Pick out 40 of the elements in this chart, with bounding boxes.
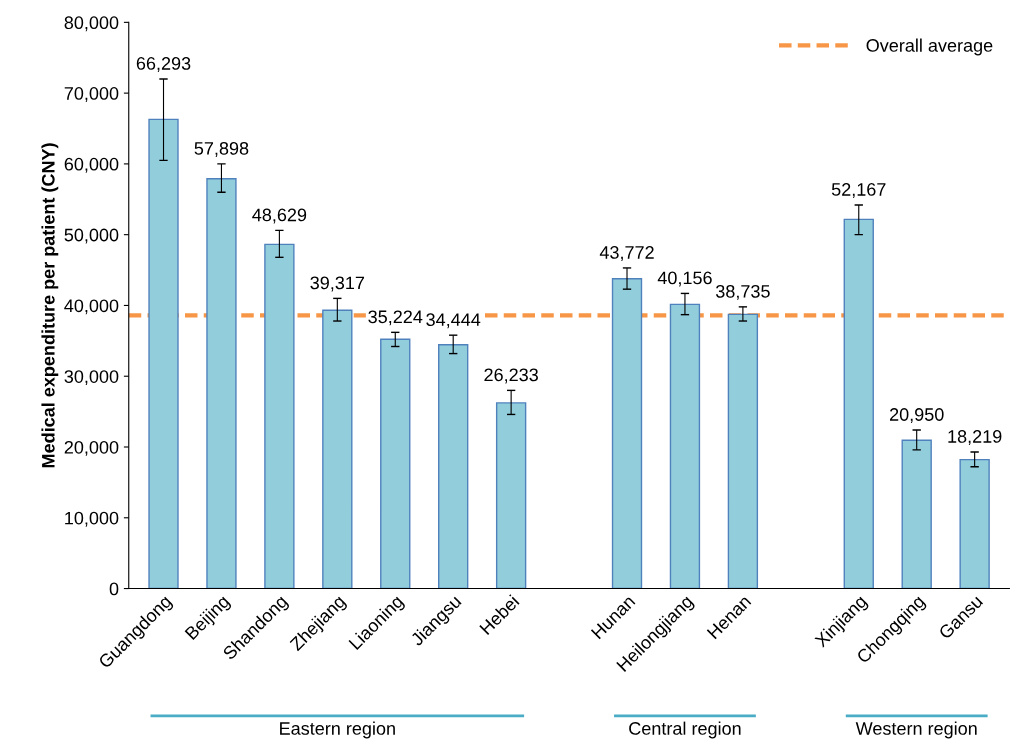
data-label: 26,233	[484, 368, 538, 384]
data-label: 48,629	[252, 208, 307, 224]
text: Western region	[855, 721, 977, 739]
data-label: 18,219	[948, 430, 1002, 445]
bar	[727, 313, 759, 589]
bar	[901, 439, 932, 589]
text: Eastern region	[280, 721, 395, 739]
data-label: 34,444	[426, 313, 481, 329]
data-label: 43,772	[599, 246, 654, 261]
data-label: 39,317	[310, 276, 365, 292]
bar	[206, 178, 237, 589]
y-tick-label: 40,000	[64, 299, 119, 315]
y-axis-title: Medical expenditure per patient (CNY)	[41, 143, 59, 468]
data-label: 40,156	[657, 271, 712, 287]
bar	[322, 309, 353, 589]
bar	[148, 118, 179, 589]
y-tick-label: 20,000	[64, 440, 119, 456]
y-tick-label: 60,000	[64, 157, 119, 173]
y-tick-label: 0	[109, 582, 119, 596]
data-label: 66,293	[136, 57, 191, 72]
bar	[669, 303, 701, 589]
y-tick-label: 70,000	[64, 87, 119, 102]
legend-label: Overall average	[866, 38, 993, 56]
bar	[843, 218, 874, 589]
data-label: 52,167	[831, 183, 886, 198]
bar	[380, 338, 411, 589]
text: Central region	[629, 721, 741, 739]
bar	[438, 344, 469, 589]
bar	[264, 243, 295, 589]
data-label: 57,898	[194, 141, 249, 157]
y-tick-label: 50,000	[64, 228, 119, 244]
bar	[611, 278, 643, 589]
y-tick-label: 10,000	[65, 511, 119, 527]
y-tick-label: 80,000	[64, 16, 119, 32]
data-label: 20,950	[890, 408, 944, 424]
y-tick-label: 30,000	[64, 370, 119, 386]
data-label: 38,735	[715, 284, 770, 300]
data-label: 35,224	[368, 310, 423, 326]
bar	[495, 402, 527, 589]
bar	[959, 458, 990, 589]
